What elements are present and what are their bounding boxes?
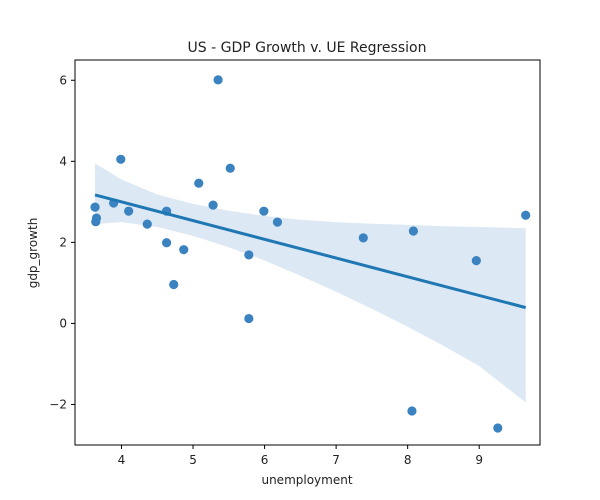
data-point: [521, 210, 531, 220]
y-tick-label: 4: [59, 154, 67, 168]
x-tick-label: 4: [118, 453, 126, 467]
data-point: [179, 245, 189, 255]
data-point: [244, 250, 254, 260]
data-point: [208, 200, 218, 210]
data-point: [358, 233, 368, 243]
y-tick-label: −2: [49, 397, 67, 411]
data-point: [142, 219, 152, 229]
data-point: [272, 217, 283, 227]
data-point: [213, 75, 223, 85]
points-layer: [90, 75, 531, 433]
y-tick-label: 0: [59, 316, 67, 330]
data-point: [194, 178, 204, 188]
data-point: [244, 313, 254, 324]
axes-frame: [74, 59, 541, 446]
y-axis: −2 0 2 4 6: [49, 73, 75, 411]
data-point: [169, 279, 179, 290]
y-axis-label: gdp_growth: [26, 218, 40, 289]
x-tick-label: 8: [404, 453, 412, 467]
y-tick-label: 2: [59, 235, 67, 249]
chart-title: US - GDP Growth v. UE Regression: [188, 40, 427, 56]
x-axis-label: unemployment: [261, 473, 352, 487]
x-axis: 4 5 6 7 8 9: [118, 445, 483, 467]
data-point: [493, 423, 503, 433]
data-point: [225, 163, 235, 173]
regression-line: [94, 193, 527, 310]
data-point: [116, 154, 126, 164]
data-point: [407, 406, 417, 416]
data-point: [91, 217, 101, 227]
x-tick-label: 9: [475, 453, 483, 467]
data-point: [161, 238, 172, 248]
x-tick-label: 5: [189, 453, 197, 467]
data-point: [408, 226, 418, 236]
x-tick-label: 7: [332, 453, 340, 467]
confidence-band: [95, 163, 526, 403]
y-tick-label: 6: [59, 73, 67, 87]
data-point: [471, 256, 481, 266]
plot-area: [90, 75, 531, 433]
x-tick-label: 6: [261, 453, 269, 467]
data-point: [124, 206, 134, 216]
data-point: [90, 202, 100, 212]
data-point: [259, 206, 269, 216]
